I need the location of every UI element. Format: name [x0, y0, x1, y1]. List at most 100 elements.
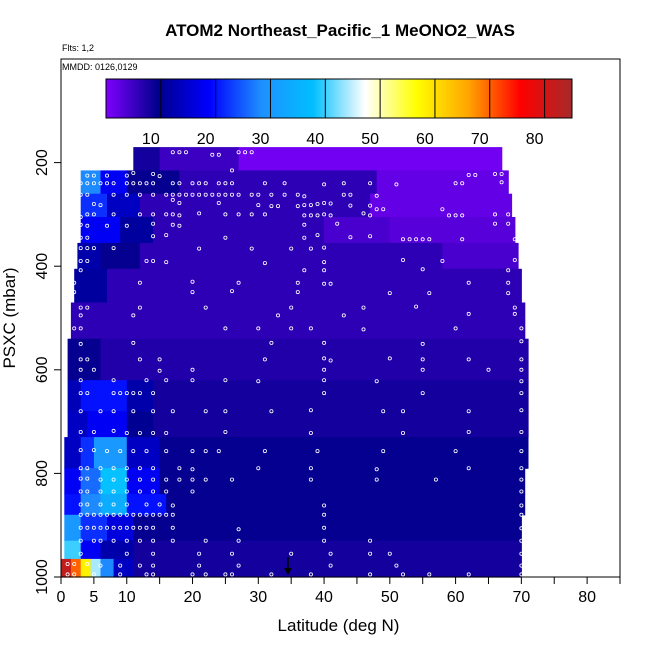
sample-point [78, 409, 83, 414]
sample-point [519, 379, 524, 384]
curtain-cell-13-2 [107, 514, 134, 542]
curtain-cell-11-3 [126, 468, 161, 495]
sample-point [85, 258, 90, 263]
curtain-cell-15-1 [70, 558, 82, 578]
sample-point [91, 525, 96, 530]
curtain-cell-8-0 [67, 380, 82, 412]
curtain-cell-13-3 [133, 514, 522, 542]
sample-point [144, 512, 149, 517]
sample-point [223, 572, 228, 577]
sample-point [420, 267, 425, 272]
x-tick-label: 30 [249, 589, 267, 606]
sample-point [420, 341, 425, 346]
sample-point [269, 409, 274, 414]
sample-point [164, 378, 169, 383]
curtain-cell-5-1 [107, 268, 391, 304]
sample-point [289, 326, 294, 331]
sample-point [210, 192, 215, 197]
sample-point [400, 572, 405, 577]
sample-point [381, 409, 386, 414]
curtain-cell-10-1 [80, 437, 95, 469]
sample-point [111, 538, 116, 543]
sample-point [78, 214, 83, 219]
sample-point [170, 409, 175, 414]
mmdd-label: MMDD: 0126,0129 [62, 62, 138, 72]
sample-point [177, 181, 182, 186]
sample-point [289, 551, 294, 556]
sample-point [308, 326, 313, 331]
sample-point [124, 223, 129, 228]
sample-point [466, 280, 471, 285]
sample-point [157, 174, 162, 179]
sample-point [289, 246, 294, 251]
sample-point [322, 340, 327, 345]
sample-point [183, 150, 188, 155]
sample-point [98, 512, 103, 517]
sample-point [151, 391, 156, 396]
curtain-cell-14-3 [133, 540, 522, 560]
sample-point [164, 192, 169, 197]
sample-point [229, 192, 234, 197]
sample-point [302, 268, 307, 273]
sample-point [91, 173, 96, 178]
y-tick-label: 800 [34, 460, 51, 487]
curtain-cell-12-4 [166, 494, 526, 516]
sample-point [78, 305, 83, 310]
sample-point [151, 551, 156, 556]
sample-point [105, 181, 110, 186]
sample-point [275, 313, 280, 318]
sample-point [328, 563, 333, 568]
curtain-cell-0-2 [238, 147, 503, 171]
sample-point [78, 502, 83, 507]
sample-point [144, 449, 149, 454]
plot-frame [60, 58, 621, 578]
sample-point [105, 173, 110, 178]
sample-point [512, 305, 517, 310]
sample-point [144, 181, 149, 186]
curtain-cell-4-3 [442, 242, 519, 270]
sample-point [105, 449, 110, 454]
sample-point [460, 237, 465, 242]
sample-point [223, 326, 228, 331]
sample-point [111, 181, 116, 186]
curtain-cell-3-4 [389, 217, 516, 244]
sample-point [223, 409, 228, 414]
sample-point [177, 477, 182, 482]
sample-point [243, 150, 248, 155]
sample-point [111, 502, 116, 507]
sample-point [190, 192, 195, 197]
sample-point [322, 268, 327, 273]
sample-point [420, 391, 425, 396]
sample-point [348, 235, 353, 240]
curtain-cell-4-1 [100, 242, 141, 270]
sample-point [420, 357, 425, 362]
sample-point [151, 181, 156, 186]
sample-point [341, 192, 346, 197]
sample-point [170, 192, 175, 197]
sample-point [78, 525, 83, 530]
sample-point [85, 235, 90, 240]
sample-point [519, 477, 524, 482]
sample-point [249, 246, 254, 251]
sample-point [111, 192, 116, 197]
sample-point [151, 430, 156, 435]
sample-point [519, 526, 524, 531]
sample-point [223, 192, 228, 197]
sample-point [78, 181, 83, 186]
sample-point [381, 449, 386, 454]
sample-point [98, 538, 103, 543]
sample-point [157, 512, 162, 517]
curtain-cell-12-2 [100, 494, 128, 516]
sample-point [440, 258, 445, 263]
sample-point [387, 551, 392, 556]
sample-point [348, 192, 353, 197]
sample-point [506, 212, 511, 217]
sample-point [118, 563, 123, 568]
sample-point [295, 280, 300, 285]
curtain-cell-15-6 [133, 558, 522, 578]
sample-point [190, 367, 195, 372]
sample-point [124, 525, 129, 530]
curtain-cell-1-4 [376, 170, 509, 195]
curtain-cell-3-2 [153, 217, 325, 244]
